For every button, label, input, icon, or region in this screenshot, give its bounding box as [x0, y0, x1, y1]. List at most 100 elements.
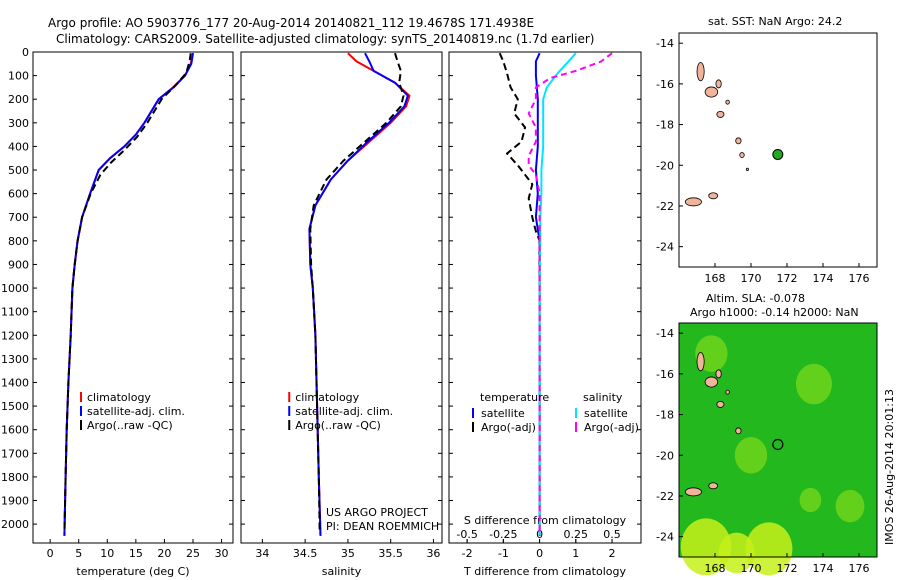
sla-anomaly-patch	[718, 532, 755, 574]
diff-legend-entry: Argo(-adj)	[584, 421, 639, 434]
diff-legend-entry: satellite	[584, 407, 628, 420]
sla-anomaly-patch	[835, 489, 865, 523]
sla-map-xtick-label: 174	[813, 562, 834, 575]
differences-series-3	[527, 52, 613, 536]
depth-tick-label: 0	[22, 46, 29, 59]
difference-panel: -2 -1 0 1 2-0.5 -0.25 0 0.25 0.5S difference fro…	[448, 51, 642, 578]
depth-tick-label: 200	[8, 93, 29, 106]
pi-label: PI: DEAN ROEMMICH	[326, 520, 439, 533]
sla-map-xtick-label: 176	[849, 562, 870, 575]
island-shape	[745, 167, 749, 171]
island-shape	[708, 192, 719, 200]
depth-tick-label: 1800	[1, 471, 29, 484]
sla-map-ytick-label: -22	[656, 490, 674, 503]
sla-anomaly-patch	[734, 436, 768, 474]
depth-tick-label: 400	[8, 140, 29, 153]
depth-tick-label: 1300	[1, 353, 29, 366]
island-shape	[696, 352, 705, 372]
depth-tick-label: 300	[8, 117, 29, 130]
sst-map-xtick-label: 174	[813, 272, 834, 285]
depth-tick-label: 1200	[1, 329, 29, 342]
sst-map-xtick-label: 170	[741, 272, 762, 285]
island-shape	[684, 487, 702, 497]
temperature-legend-entry: climatology	[87, 391, 151, 404]
temperature-axis-label: temperature (deg C)	[76, 565, 189, 578]
float-position-marker	[772, 148, 784, 160]
figure-title-line1: Argo profile: AO 5903776_177 20-Aug-2014…	[48, 16, 534, 30]
depth-tick-label: 500	[8, 164, 29, 177]
depth-tick-label: 900	[8, 258, 29, 271]
sst-map-xtick-label: 172	[777, 272, 798, 285]
sst-map-title: sat. SST: NaN Argo: 24.2	[708, 15, 842, 28]
island-shape	[684, 197, 702, 207]
temperature-panel: 0100200300400500600700800900100011001200…	[1, 46, 234, 578]
legend-group-salinity: salinity	[583, 391, 623, 404]
island-shape	[715, 79, 722, 89]
sst-map-xtick-label: 176	[849, 272, 870, 285]
sla-map-ytick-label: -20	[656, 449, 674, 462]
salinity-legend-entry: Argo(..raw -QC)	[295, 419, 381, 432]
differences-frame	[448, 51, 642, 544]
island-shape	[704, 376, 719, 388]
sla-map-panel: 168 170 172 174 176 -14 -16 -18 -20 -22 -24 Altim. …	[656, 292, 878, 576]
island-shape	[725, 389, 730, 395]
sdiff-tick-label: -0.25	[489, 528, 517, 541]
depth-tick-label: 800	[8, 235, 29, 248]
depth-tick-label: 1000	[1, 282, 29, 295]
project-label: US ARGO PROJECT	[326, 506, 428, 519]
sst-map-ytick-label: -24	[656, 241, 674, 254]
salinity-tick-label: 34	[255, 547, 269, 560]
island-shape	[739, 152, 745, 159]
salinity-axis-label: salinity	[322, 565, 362, 578]
depth-tick-label: 1900	[1, 495, 29, 508]
sdiff-tick-label: -0.5	[456, 528, 477, 541]
temperature-legend-entry: satellite-adj. clim.	[87, 405, 185, 418]
salinity-series-2	[309, 52, 405, 534]
sst-map-ytick-label: -22	[656, 200, 674, 213]
sla-map-xtick-label: 172	[777, 562, 798, 575]
island-shape	[716, 110, 725, 118]
sla-map-frame	[678, 322, 878, 558]
temperature-tick-label: 25	[186, 547, 200, 560]
salinity-legend-entry: climatology	[295, 391, 359, 404]
sla-map-xtick-label: 168	[705, 562, 726, 575]
temperature-tick-label: 0	[47, 547, 54, 560]
salinity-tick-label: 36	[426, 547, 440, 560]
sla-map-ytick-label: -14	[656, 327, 674, 340]
island-shape	[708, 482, 719, 490]
sla-map-ytick-label: -24	[656, 531, 674, 544]
tdiff-tick-label: 2	[609, 547, 616, 560]
imos-stamp: IMOS 26-Aug-2014 20:01:13	[883, 389, 896, 545]
island-shape	[735, 137, 742, 145]
tdiff-axis-label: T difference from climatology	[463, 565, 626, 578]
temperature-legend-entry: Argo(..raw -QC)	[87, 419, 173, 432]
sla-map-ytick-label: -16	[656, 368, 674, 381]
figure-title-line2: Climatology: CARS2009. Satellite-adjuste…	[56, 32, 594, 46]
sst-map-panel: 168 170 172 174 176 -14 -16 -18 -20 -22 -24 sat. SS…	[656, 15, 878, 285]
depth-tick-label: 1100	[1, 306, 29, 319]
diff-legend-entry: Argo(-adj)	[481, 421, 536, 434]
sla-map-ytick-label: -18	[656, 409, 674, 422]
sla-map-xtick-label: 170	[741, 562, 762, 575]
sst-map-ytick-label: -16	[656, 78, 674, 91]
depth-tick-label: 1700	[1, 447, 29, 460]
salinity-tick-label: 35.5	[378, 547, 403, 560]
sla-map-title-line2: Argo h1000: -0.14 h2000: NaN	[690, 306, 859, 319]
sdiff-axis-label: S difference from climatology	[464, 514, 627, 527]
temperature-tick-label: 20	[157, 547, 171, 560]
depth-tick-label: 1500	[1, 400, 29, 413]
salinity-legend-entry: satellite-adj. clim.	[295, 405, 393, 418]
salinity-frame	[240, 51, 443, 544]
island-shape	[715, 369, 722, 379]
depth-tick-label: 2000	[1, 518, 29, 531]
depth-tick-label: 100	[8, 70, 29, 83]
sdiff-tick-label: 0.5	[603, 528, 621, 541]
island-shape	[735, 427, 742, 435]
tdiff-tick-label: 1	[572, 547, 579, 560]
sst-map-ytick-label: -14	[656, 37, 674, 50]
temperature-tick-label: 10	[100, 547, 114, 560]
island-shape	[696, 62, 705, 82]
temperature-tick-label: 30	[215, 547, 229, 560]
sla-anomaly-patch	[796, 363, 832, 405]
float-position-marker	[772, 438, 784, 451]
